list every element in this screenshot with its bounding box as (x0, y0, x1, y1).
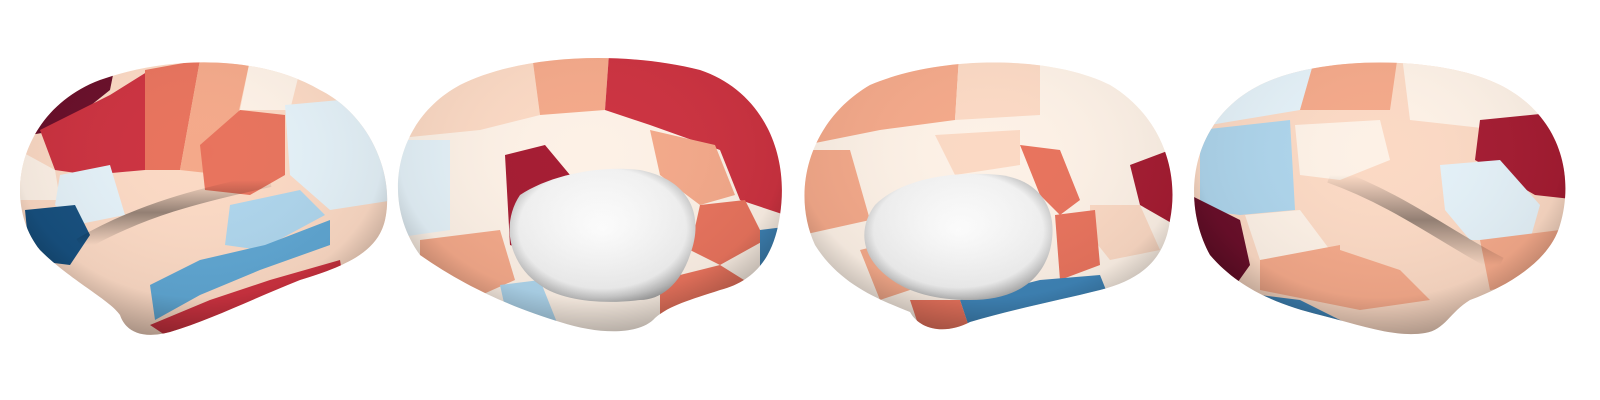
view-right-medial (804, 62, 1173, 330)
surface-shading (804, 62, 1173, 330)
view-left-lateral (20, 62, 388, 335)
surface-shading (397, 58, 782, 332)
view-right-lateral (1194, 62, 1566, 335)
surface-shading (20, 62, 388, 335)
surface-shading (1194, 62, 1566, 335)
view-left-medial (397, 58, 782, 332)
